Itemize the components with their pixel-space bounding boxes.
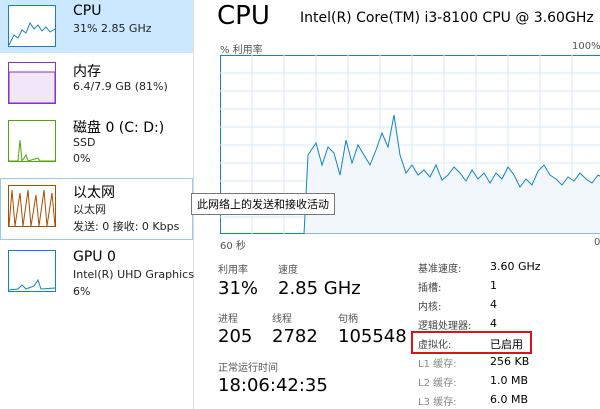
stat-label: 利用率 — [218, 265, 248, 276]
stat-label: 速度 — [278, 265, 298, 276]
spec-value: 1.0 MB — [490, 374, 529, 387]
spec-label: 逻辑处理器: — [418, 321, 472, 332]
spec-value: 256 KB — [490, 355, 530, 368]
item-detail: 6.4/7.9 GB (81%) — [73, 80, 168, 93]
item-title: 内存 — [73, 64, 101, 80]
ethernet-thumb — [8, 185, 56, 227]
stat-value: 31% — [218, 278, 259, 299]
item-detail: SSD — [73, 136, 96, 149]
graph-x-left: 60 秒 — [220, 241, 246, 252]
stat-label: 句柄 — [338, 314, 358, 325]
stat-value: 205 — [218, 326, 253, 347]
spec-value: 1 — [490, 279, 497, 292]
spec-label: 插槽: — [418, 283, 442, 294]
highlight-box — [411, 331, 532, 354]
stat-label: 线程 — [272, 314, 292, 325]
stat-value: 105548 — [338, 326, 407, 347]
item-detail: 以太网 — [73, 203, 106, 216]
stat-label: 进程 — [218, 314, 238, 325]
graph-y-label: % 利用率 — [220, 45, 263, 56]
spec-value: 4 — [490, 298, 497, 311]
item-title: 以太网 — [73, 185, 115, 201]
item-title: GPU 0 — [73, 249, 116, 265]
item-detail: 6% — [73, 285, 91, 298]
cpu-thumb — [8, 5, 56, 47]
page-title: CPU — [217, 1, 270, 31]
spec-label: 基准速度: — [418, 264, 462, 275]
graph-x-right: 0 — [594, 237, 600, 248]
spec-value: 已启用 — [490, 338, 523, 351]
item-detail: 0% — [73, 152, 91, 165]
stat-value: 2782 — [272, 326, 318, 347]
spec-value: 3.60 GHz — [490, 260, 541, 273]
item-detail: 31% 2.85 GHz — [73, 22, 152, 35]
spec-label: 虚拟化: — [418, 340, 452, 351]
processor-name: Intel(R) Core(TM) i3-8100 CPU @ 3.60GHz — [300, 10, 594, 26]
item-title: CPU — [73, 3, 102, 19]
memory-thumb — [8, 62, 56, 104]
spec-label: L1 缓存: — [418, 359, 457, 370]
item-title: 磁盘 0 (C: D:) — [73, 120, 165, 136]
item-detail: 发送: 0 接收: 0 Kbps — [73, 220, 180, 233]
stat-value: 2.85 GHz — [278, 278, 361, 299]
graph-y-max: 100% — [572, 41, 600, 52]
tooltip: 此网络上的发送和接收活动 — [191, 193, 335, 215]
disk-thumb — [8, 120, 56, 162]
spec-label: L3 缓存: — [418, 397, 457, 408]
spec-label: 内核: — [418, 302, 442, 313]
gpu-thumb — [8, 250, 56, 292]
uptime-value: 18:06:42:35 — [218, 375, 328, 396]
uptime-label: 正常运行时间 — [218, 363, 278, 374]
spec-value: 6.0 MB — [490, 393, 529, 406]
spec-label: L2 缓存: — [418, 378, 457, 389]
cpu-graph — [220, 55, 600, 234]
spec-value: 4 — [490, 317, 497, 330]
item-detail: Intel(R) UHD Graphics — [73, 268, 194, 281]
